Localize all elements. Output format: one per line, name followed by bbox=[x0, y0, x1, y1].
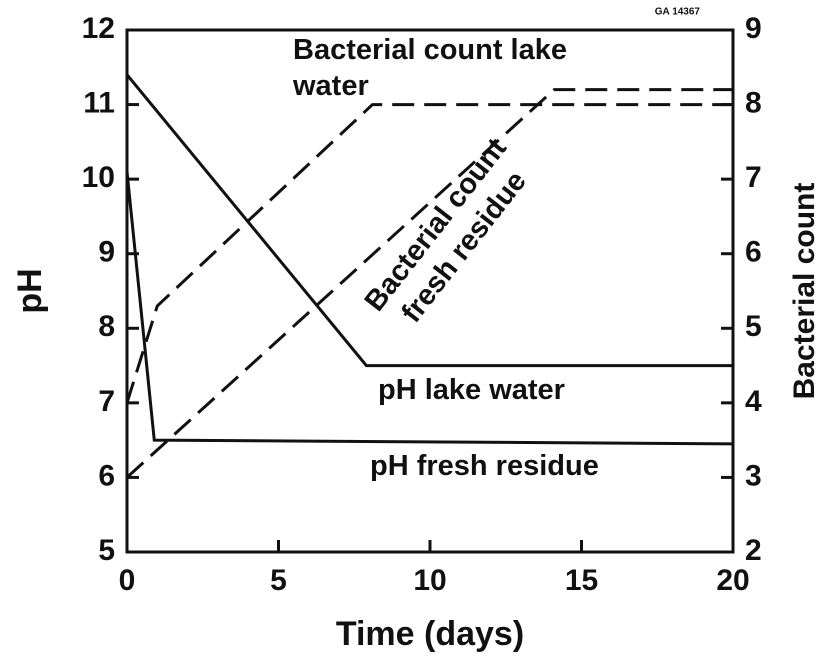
figure-code: GA 14367 bbox=[655, 7, 701, 18]
y2-tick-label: 9 bbox=[745, 12, 762, 45]
series-line bbox=[125, 171, 734, 446]
y-tick-label: 10 bbox=[82, 161, 115, 194]
y-tick-label: 6 bbox=[98, 459, 115, 492]
y2-tick-label: 8 bbox=[745, 86, 762, 119]
y2-tick-label: 7 bbox=[745, 161, 762, 194]
x-tick-label: 20 bbox=[716, 564, 749, 597]
x-axis-title: Time (days) bbox=[336, 615, 524, 653]
y2-tick-label: 5 bbox=[745, 310, 762, 343]
y-tick-label: 8 bbox=[98, 310, 115, 343]
x-tick-label: 15 bbox=[565, 564, 598, 597]
y-axis-title: pH bbox=[11, 268, 49, 313]
y-tick-label: 9 bbox=[98, 236, 115, 269]
series-line bbox=[125, 88, 733, 479]
x-tick-label: 5 bbox=[270, 564, 287, 597]
y2-tick-label: 2 bbox=[745, 534, 762, 567]
y2-tick-label: 6 bbox=[745, 236, 762, 269]
y2-tick-label: 3 bbox=[745, 459, 762, 492]
series-label: pH fresh residue bbox=[370, 450, 599, 482]
series-label: Bacterial count lake water bbox=[293, 34, 567, 102]
series-line bbox=[125, 73, 733, 368]
x-tick-label: 10 bbox=[413, 564, 446, 597]
y2-tick-label: 4 bbox=[745, 385, 762, 418]
series-label: pH lake water bbox=[378, 374, 565, 406]
series-line bbox=[125, 103, 733, 404]
y-tick-label: 11 bbox=[83, 86, 115, 119]
y-tick-label: 5 bbox=[98, 534, 115, 567]
x-tick-label: 0 bbox=[119, 564, 136, 597]
y2-axis-title: Bacterial count bbox=[788, 183, 821, 400]
y-tick-label: 7 bbox=[98, 385, 115, 418]
y-tick-label: 12 bbox=[82, 12, 115, 45]
